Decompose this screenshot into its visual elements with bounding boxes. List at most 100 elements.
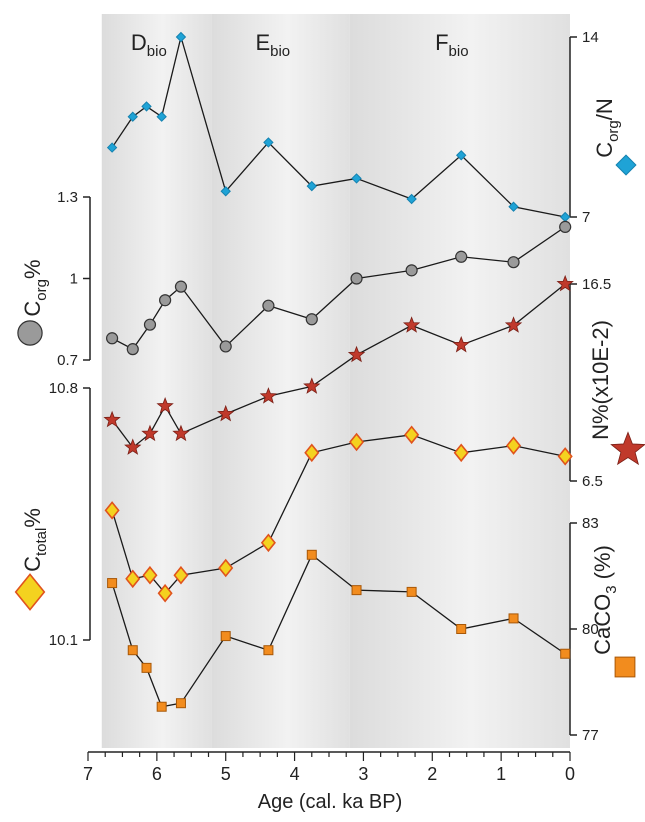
ctotal-point: [304, 443, 320, 463]
x-tick-label: 2: [427, 764, 437, 784]
ctotal-point: [453, 443, 469, 463]
caco3-point: [351, 585, 362, 596]
ctotal-axis-title: Ctotal%: [20, 508, 50, 572]
caco3-title-main: CaCO: [590, 594, 615, 655]
zone-label-2: Fbio: [435, 30, 468, 60]
n-point: [402, 316, 421, 333]
caco3-title-suffix: (%): [590, 545, 615, 585]
caco3-legend-marker: [614, 656, 636, 678]
corg_n-tick-label: 7: [582, 209, 590, 226]
n-point: [172, 424, 190, 442]
x-tick-label: 3: [358, 764, 368, 784]
ctotal-tick-label: 10.1: [49, 632, 78, 649]
n-point: [141, 424, 159, 442]
ctotal-legend-marker: [14, 573, 46, 611]
corg-point: [143, 318, 157, 331]
n-tick-label: 16.5: [582, 276, 611, 293]
zone-bands: [101, 14, 570, 748]
caco3-point: [156, 701, 167, 712]
x-tick-label: 0: [565, 764, 575, 784]
caco3-point: [406, 586, 417, 597]
ctotal-point: [349, 432, 365, 452]
n-point: [156, 397, 174, 414]
corg_n-axis-title: Corg/N: [592, 98, 622, 158]
zone-label-1: Ebio: [255, 30, 290, 60]
zone-band-2: [349, 14, 570, 748]
x-tick-label: 1: [496, 764, 506, 784]
caco3-point: [127, 645, 138, 656]
caco3-point: [175, 698, 186, 709]
x-tick-label: 7: [83, 764, 93, 784]
caco3-tick-label: 77: [582, 727, 599, 744]
ctotal-point: [260, 533, 276, 553]
caco3-point: [220, 631, 231, 642]
corg-point: [105, 332, 119, 345]
corg-point: [126, 343, 139, 356]
corg_n-point: [175, 31, 187, 43]
zone-label-0: Dbio: [131, 30, 167, 60]
ctotal-point: [404, 425, 420, 445]
corg_n-point: [455, 150, 467, 161]
corg_n-point: [406, 193, 417, 205]
ctotal-point: [142, 565, 158, 585]
n-title-main: N%(x10E-2): [588, 320, 613, 440]
zone-label-main-0: D: [131, 30, 147, 55]
corg_n-title-sub: org: [605, 120, 622, 142]
corg_n-point: [141, 101, 152, 112]
zone-label-sub-1: bio: [270, 43, 290, 60]
caco3-point: [560, 648, 571, 659]
ctotal-point: [557, 447, 573, 466]
n-point: [556, 274, 574, 292]
caco3-point: [456, 624, 467, 634]
corg-title-suffix: %: [20, 259, 45, 279]
corg-point: [262, 299, 275, 312]
series-layer: [103, 31, 574, 712]
corg-point: [507, 256, 520, 269]
zone-label-sub-0: bio: [147, 43, 167, 60]
corg-tick-label: 1: [70, 271, 78, 288]
n-axis-title: N%(x10E-2): [588, 320, 613, 440]
corg-point: [559, 220, 572, 233]
corg-legend-marker: [17, 320, 43, 346]
ctotal-point: [125, 569, 141, 589]
zone-band-1: [211, 14, 350, 748]
corg_n-title-suffix: /N: [592, 98, 617, 120]
caco3-axis-title: CaCO3 (%): [590, 545, 620, 655]
zone-label-main-1: E: [255, 30, 270, 55]
caco3-point: [306, 549, 317, 560]
corg_n-title-main: C: [592, 142, 617, 158]
corg_n-point: [306, 180, 317, 192]
corg_n-point: [106, 142, 118, 153]
n-point: [303, 377, 321, 394]
caco3-tick-label: 80: [582, 621, 599, 638]
corg_n-point: [220, 186, 231, 197]
n-point: [347, 345, 366, 363]
zone-band-0: [101, 14, 212, 748]
corg_n-legend-marker: [615, 154, 637, 176]
caco3-point: [141, 662, 152, 673]
corg-point: [159, 294, 172, 307]
corg-tick-label: 1.3: [57, 189, 78, 206]
n-point: [259, 387, 278, 404]
corg_n-point: [263, 137, 274, 148]
n-point: [124, 438, 142, 455]
x-tick-label: 6: [152, 764, 162, 784]
corg-tick-label: 0.7: [57, 352, 78, 369]
corg-title-main: C: [20, 301, 45, 317]
ctotal-point: [173, 565, 189, 585]
ctotal-title-sub: total: [33, 528, 50, 556]
caco3-point: [107, 578, 118, 589]
corg-point: [455, 250, 468, 263]
corg-point: [350, 272, 363, 285]
x-tick-label: 4: [290, 764, 300, 784]
corg_n-point: [127, 111, 138, 122]
corg_n-point: [351, 173, 362, 184]
n-point: [504, 316, 523, 333]
corg-point: [305, 313, 318, 326]
zone-label-sub-2: bio: [449, 43, 469, 60]
ctotal-title-suffix: %: [20, 508, 45, 528]
ctotal-tick-label: 10.8: [49, 380, 78, 397]
corg-point: [405, 264, 418, 277]
n-point: [217, 404, 235, 422]
